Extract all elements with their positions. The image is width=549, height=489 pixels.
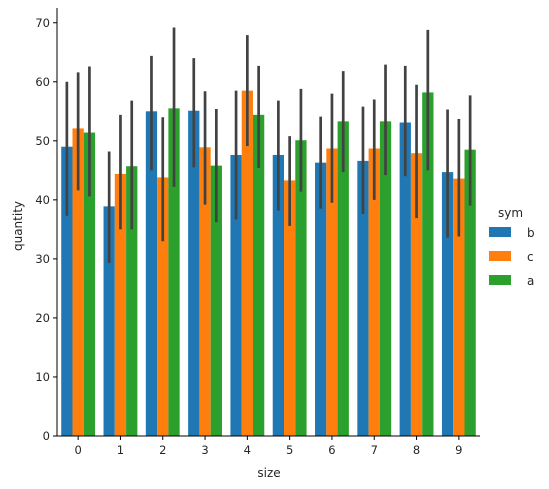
bar-a-3 [210, 165, 222, 436]
bar-c-7 [368, 148, 380, 436]
legend-swatch-a [489, 275, 511, 285]
y-axis-label: quantity [11, 201, 25, 251]
bar-a-4 [252, 114, 265, 436]
legend-label-b: b [527, 226, 535, 240]
x-tick-label: 9 [455, 443, 462, 457]
bar-a-6 [337, 121, 349, 436]
bar-a-1 [126, 166, 138, 436]
bar-b-8 [399, 122, 411, 436]
bar-b-1 [103, 206, 115, 436]
bar-c-0 [72, 128, 84, 436]
error-bars-layer [65, 27, 472, 264]
legend: sym bca [489, 206, 535, 288]
bar-a-9 [464, 149, 476, 436]
x-tick-label: 1 [117, 443, 124, 457]
bar-b-6 [315, 162, 327, 437]
x-tick-label: 0 [74, 443, 81, 457]
bar-a-5 [295, 140, 307, 437]
y-tick-label: 20 [35, 311, 50, 325]
bar-a-8 [422, 92, 434, 437]
y-tick-label: 70 [35, 16, 50, 30]
bar-b-9 [441, 172, 454, 436]
axes-layer: 0 10 20 30 40 50 60 70 0 1 2 3 4 5 6 7 8 9 [35, 8, 480, 457]
y-tick-label: 50 [35, 134, 50, 148]
x-axis-label: size [257, 466, 280, 480]
y-tick-label: 40 [35, 193, 50, 207]
bar-c-5 [284, 180, 296, 436]
bar-c-9 [453, 178, 465, 437]
x-tick-label: 5 [286, 443, 293, 457]
bar-b-5 [272, 155, 285, 436]
x-tick-label: 6 [328, 443, 335, 457]
bar-a-0 [83, 132, 96, 436]
legend-swatch-c [489, 251, 511, 261]
y-tick-label: 0 [43, 429, 50, 443]
x-tick-label: 2 [159, 443, 166, 457]
bar-b-4 [230, 155, 242, 436]
bars-layer [61, 90, 476, 437]
y-tick-label: 10 [35, 370, 50, 384]
x-tick-label: 7 [371, 443, 378, 457]
x-tick-label: 3 [201, 443, 208, 457]
bar-c-2 [157, 177, 169, 436]
y-tick-label: 60 [35, 75, 50, 89]
legend-title: sym [498, 206, 523, 220]
bar-c-1 [114, 173, 127, 436]
y-tick-label: 30 [35, 252, 50, 266]
bar-b-7 [357, 160, 369, 436]
x-tick-label: 4 [244, 443, 251, 457]
bar-a-7 [379, 121, 392, 436]
bar-c-4 [241, 90, 253, 437]
x-tick-label: 8 [413, 443, 420, 457]
bar-b-0 [61, 146, 73, 437]
legend-swatch-b [489, 227, 511, 237]
bar-c-8 [410, 153, 423, 436]
bar-c-6 [326, 148, 338, 436]
bar-b-3 [188, 110, 200, 436]
bar-b-2 [145, 111, 158, 436]
bar-a-2 [168, 108, 180, 437]
legend-label-c: c [527, 250, 534, 264]
bar-c-3 [199, 147, 211, 436]
legend-label-a: a [527, 274, 534, 288]
